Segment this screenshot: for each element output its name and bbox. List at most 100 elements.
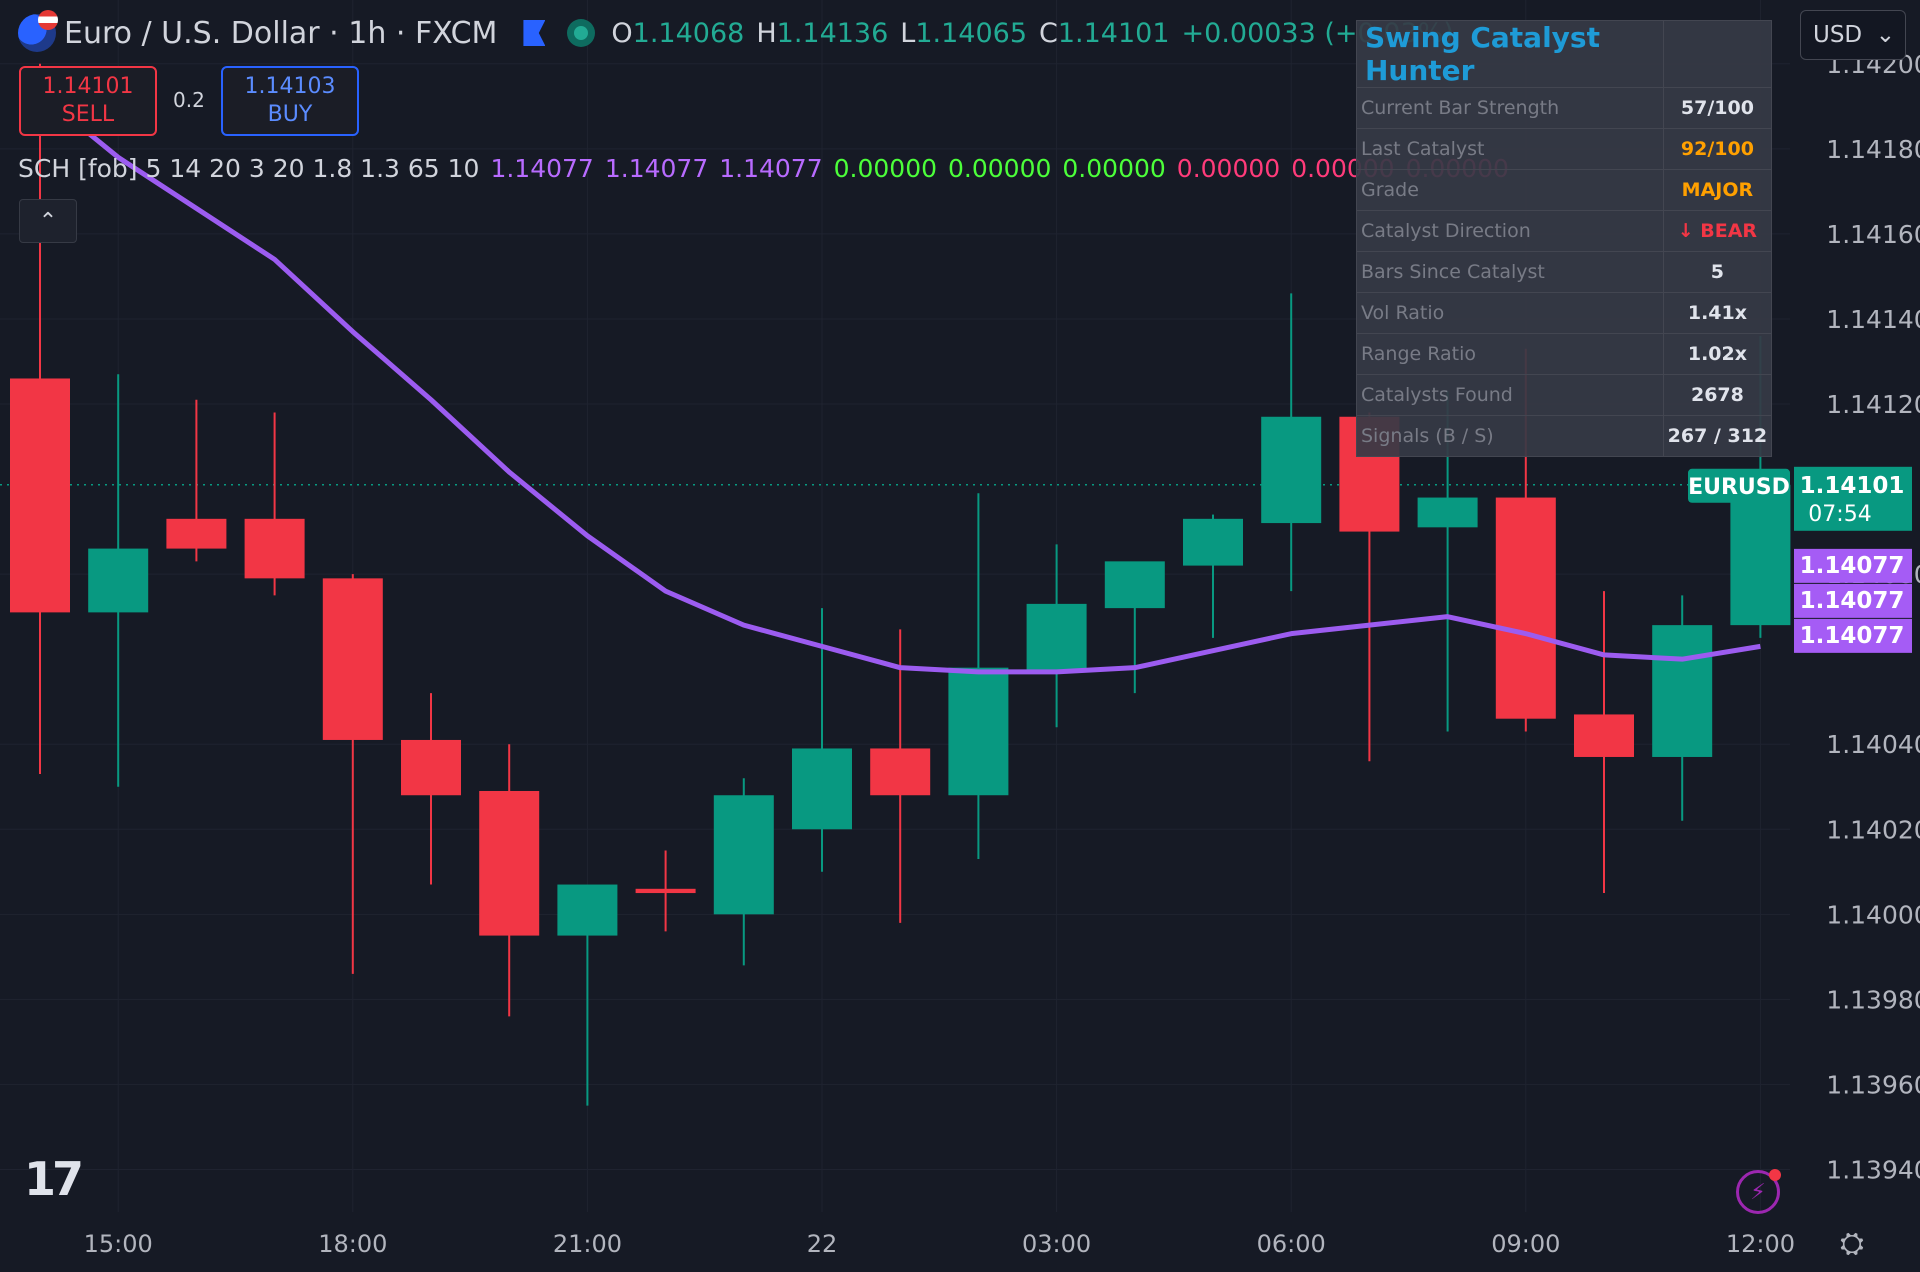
candle [1574, 591, 1634, 894]
candle [1261, 293, 1322, 592]
candle-body [401, 739, 461, 796]
row-label: Grade [1356, 169, 1664, 211]
price-tags: EURUSD 1.14101 07:54 1.14077 1.14077 1.14077 [1688, 466, 1912, 653]
swing-catalyst-table: Swing Catalyst Hunter Current Bar Streng… [1356, 20, 1773, 457]
indicator-value: 0.00000 [1176, 154, 1281, 183]
buy-button[interactable]: 1.14103 BUY [221, 66, 359, 136]
indicator-price-tag: 1.14077 [1800, 623, 1905, 649]
collapse-legend-button[interactable]: ⌃ [19, 199, 77, 243]
candle-body [479, 790, 540, 936]
row-value: MAJOR [1662, 169, 1773, 211]
lightning-alert-icon[interactable]: ⚡ [1736, 1169, 1781, 1214]
table-row: Signals (B / S) 267 / 312 [1356, 415, 1773, 457]
indicator-price-tag-bg [1794, 548, 1912, 583]
price-axis: 1.142001.141801.141601.141401.141201.140… [1826, 50, 1920, 1185]
indicator-value: 0.00000 [833, 154, 938, 183]
buy-price: 1.14103 [244, 74, 336, 99]
candle-body [557, 884, 618, 936]
ohlc-close: C1.14101 [1039, 17, 1170, 49]
symbol-title[interactable]: Euro / U.S. Dollar · 1h · FXCM [64, 15, 498, 51]
settings-icon[interactable]: ⛭ [1840, 1226, 1864, 1261]
time-axis-label: 22 [807, 1230, 838, 1258]
grid [0, 0, 1790, 1212]
table-row: Catalysts Found 2678 [1356, 374, 1773, 416]
candle [635, 850, 696, 932]
time-axis: 15:00 18:00 21:00 22 03:00 06:00 09:00 12:00 [84, 1230, 1795, 1258]
row-label: Last Catalyst [1356, 128, 1664, 170]
candle-body [1730, 484, 1791, 626]
candle [166, 399, 227, 562]
time-axis-label: 18:00 [318, 1230, 387, 1258]
row-value: 5 [1662, 251, 1773, 293]
candle-body [1574, 714, 1634, 757]
ohlc-open: O1.14068 [611, 17, 745, 49]
candle [88, 374, 149, 787]
candle [244, 412, 305, 596]
candle-body [322, 578, 383, 740]
indicator-value: 1.14077 [604, 154, 709, 183]
ohlc-high: H1.14136 [756, 17, 889, 49]
symbol-legend: Euro / U.S. Dollar · 1h · FXCM O1.14068 … [18, 10, 1454, 52]
currency-label: USD [1813, 22, 1863, 48]
table-row: Current Bar Strength 57/100 [1356, 87, 1773, 129]
candle-body [1104, 561, 1165, 609]
candle-body [1183, 518, 1243, 566]
indicator-price-tag-bg [1794, 583, 1912, 618]
tradingview-logo[interactable]: 17 [24, 1152, 84, 1206]
candle [713, 778, 774, 966]
candle-body [948, 667, 1009, 796]
candle [1104, 561, 1165, 694]
candle-body [1417, 497, 1478, 528]
market-open-status-icon [567, 19, 596, 47]
candle [557, 884, 618, 1106]
candle [1652, 595, 1713, 821]
time-axis-label: 03:00 [1022, 1230, 1091, 1258]
bookmark-icon[interactable] [523, 20, 546, 46]
candle-body [792, 748, 852, 830]
candle-body [10, 378, 70, 613]
row-label: Catalyst Direction [1356, 210, 1664, 252]
candle [10, 63, 70, 774]
ma-line [38, 91, 1761, 675]
price-axis-label: 1.14160 [1826, 220, 1920, 249]
table-row: Last Catalyst 92/100 [1356, 128, 1773, 170]
table-row: Catalyst Direction ↓ BEAR [1356, 210, 1773, 252]
indicator-value: 1.14077 [490, 154, 594, 183]
sell-button[interactable]: 1.14101 SELL [19, 66, 157, 136]
time-axis-label: 21:00 [553, 1230, 622, 1258]
currency-select[interactable]: USD ⌄ [1800, 10, 1906, 60]
row-value: 267 / 312 [1662, 415, 1773, 457]
chevron-down-icon: ⌄ [1875, 22, 1895, 48]
spread-value: 0.2 [173, 88, 205, 112]
candle [1183, 514, 1243, 638]
candle [870, 629, 931, 923]
candle-body [88, 548, 149, 613]
table-row: Grade MAJOR [1356, 169, 1773, 211]
indicator-value: 1.14077 [719, 154, 823, 183]
candle [479, 744, 540, 1017]
time-axis-label: 12:00 [1726, 1230, 1795, 1258]
row-value: ↓ BEAR [1662, 210, 1773, 252]
time-axis-label: 15:00 [84, 1230, 153, 1258]
ohlc-values: O1.14068 H1.14136 L1.14065 C1.14101 +0.0… [611, 18, 1453, 49]
indicator-price-tag: 1.14077 [1800, 553, 1905, 579]
price-axis-label: 1.14020 [1826, 815, 1920, 844]
sell-price: 1.14101 [42, 74, 134, 99]
price-axis-label: 1.14140 [1826, 305, 1920, 334]
row-label: Range Ratio [1356, 333, 1664, 375]
candle-body [244, 518, 305, 579]
chevron-up-icon: ⌃ [38, 208, 58, 234]
table-title: Swing Catalyst Hunter [1356, 20, 1664, 88]
eurusd-flag-icon [18, 10, 58, 52]
row-value: 1.02x [1662, 333, 1773, 375]
candle-body [713, 795, 774, 915]
indicator-price-tag-bg [1794, 618, 1912, 653]
indicator-legend[interactable]: SCH [fob] 5 14 20 3 20 1.8 1.3 65 10 1.1… [18, 154, 1509, 183]
last-price-tag-bg [1794, 466, 1912, 531]
candle-body [166, 518, 227, 549]
symbol-tag-bg [1688, 468, 1790, 503]
indicator-name[interactable]: SCH [fob] 5 14 20 3 20 1.8 1.3 65 10 [18, 154, 480, 183]
row-label: Vol Ratio [1356, 292, 1664, 334]
row-value: 57/100 [1662, 87, 1773, 129]
price-axis-label: 1.13960 [1826, 1070, 1920, 1099]
